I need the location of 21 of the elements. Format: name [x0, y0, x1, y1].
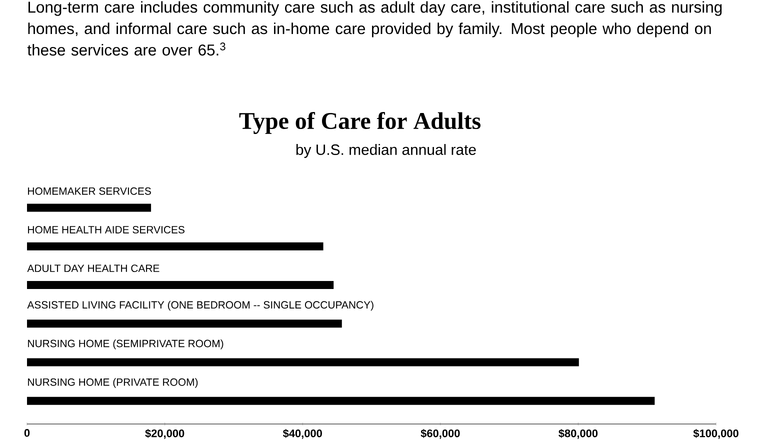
bar — [27, 280, 334, 289]
x-tick-label: $80,000 — [558, 429, 598, 439]
bar — [27, 358, 579, 366]
x-tick-label: $40,000 — [282, 429, 322, 439]
y-tick-label: NURSING HOME (PRIVATE ROOM) — [28, 378, 198, 388]
bar — [27, 204, 152, 212]
x-tick-label: $60,000 — [420, 429, 460, 439]
bar — [27, 320, 342, 328]
y-tick-label: HOME HEALTH AIDE SERVICES — [28, 226, 184, 234]
x-tick-label: $20,000 — [145, 429, 184, 439]
y-tick-label: ADULT DAY HEALTH CARE — [27, 264, 160, 272]
y-tick-label: ASSISTED LIVING FACILITY (ONE BEDROOM -- SINGLE OCCUPANCY) — [27, 300, 374, 311]
bar — [27, 242, 324, 250]
chart-title: Type of Care for Adults — [239, 112, 480, 134]
y-tick-label: NURSING HOME (SEMIPRIVATE ROOM) — [28, 340, 224, 350]
y-tick-label: HOMEMAKER SERVICES — [28, 187, 151, 195]
x-tick-label: 0 — [24, 429, 30, 437]
x-tick-label: $100,000 — [693, 429, 738, 439]
text: Long-term care includes community care such as adult day care, institutional care such as nursing homes, and informal care such as in-home care provided by family. Most people who depend on these services are over 65.$^{3}$ — [27, 1, 722, 56]
chart-subtitle: by U.S. median annual rate — [296, 144, 476, 158]
bar — [27, 396, 655, 405]
